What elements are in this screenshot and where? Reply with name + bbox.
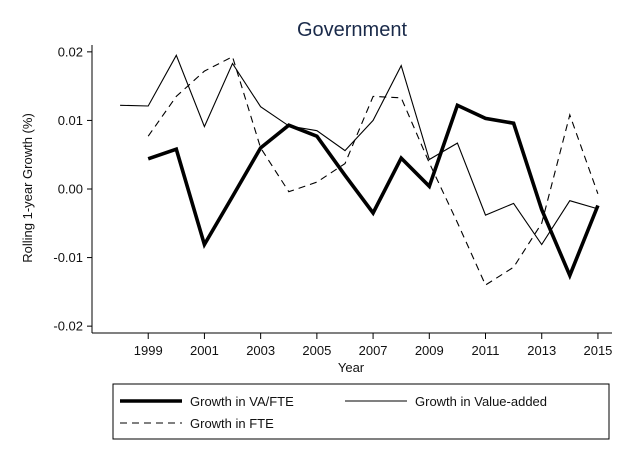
x-tick-label: 2009	[415, 343, 444, 358]
y-tick-label: -0.02	[53, 319, 83, 334]
x-tick-label: 2011	[472, 343, 500, 358]
legend: Growth in VA/FTE Growth in Value-added Gro…	[112, 383, 610, 440]
legend-label-growth-in-value-added: Growth in Value-added	[415, 394, 547, 409]
x-tick-label: 2015	[583, 343, 612, 358]
y-tick-label: 0.01	[58, 113, 83, 128]
x-tick-label: 2003	[246, 343, 275, 358]
x-axis: 1999 2001 2003 2005 2007 2009 2011 2013 2015	[134, 333, 612, 358]
y-axis-label: Rolling 1-year Growth (%)	[20, 113, 35, 263]
legend-label-growth-in-fte: Growth in FTE	[190, 416, 274, 431]
series-line-growth-in-va-fte	[147, 102, 600, 281]
y-tick-label: 0.02	[58, 44, 83, 59]
x-tick-label: 2013	[527, 343, 556, 358]
chart-title: Government	[297, 19, 407, 41]
series-line-growth-in-value-added	[120, 54, 599, 246]
legend-box	[112, 383, 610, 440]
x-tick-label: 2007	[359, 343, 388, 358]
x-axis-label: Year	[338, 360, 365, 375]
y-axis: 0.02 0.01 0.00 -0.01 -0.02	[53, 44, 92, 334]
legend-label-growth-in-va-fte: Growth in VA/FTE	[190, 394, 294, 409]
series-layer	[120, 54, 600, 286]
x-tick-label: 2005	[302, 343, 331, 358]
x-tick-label: 2001	[190, 343, 219, 358]
y-tick-label: 0.00	[58, 182, 83, 197]
series-line-growth-in-fte	[147, 55, 599, 286]
x-tick-label: 1999	[134, 343, 163, 358]
y-tick-label: -0.01	[53, 250, 83, 265]
